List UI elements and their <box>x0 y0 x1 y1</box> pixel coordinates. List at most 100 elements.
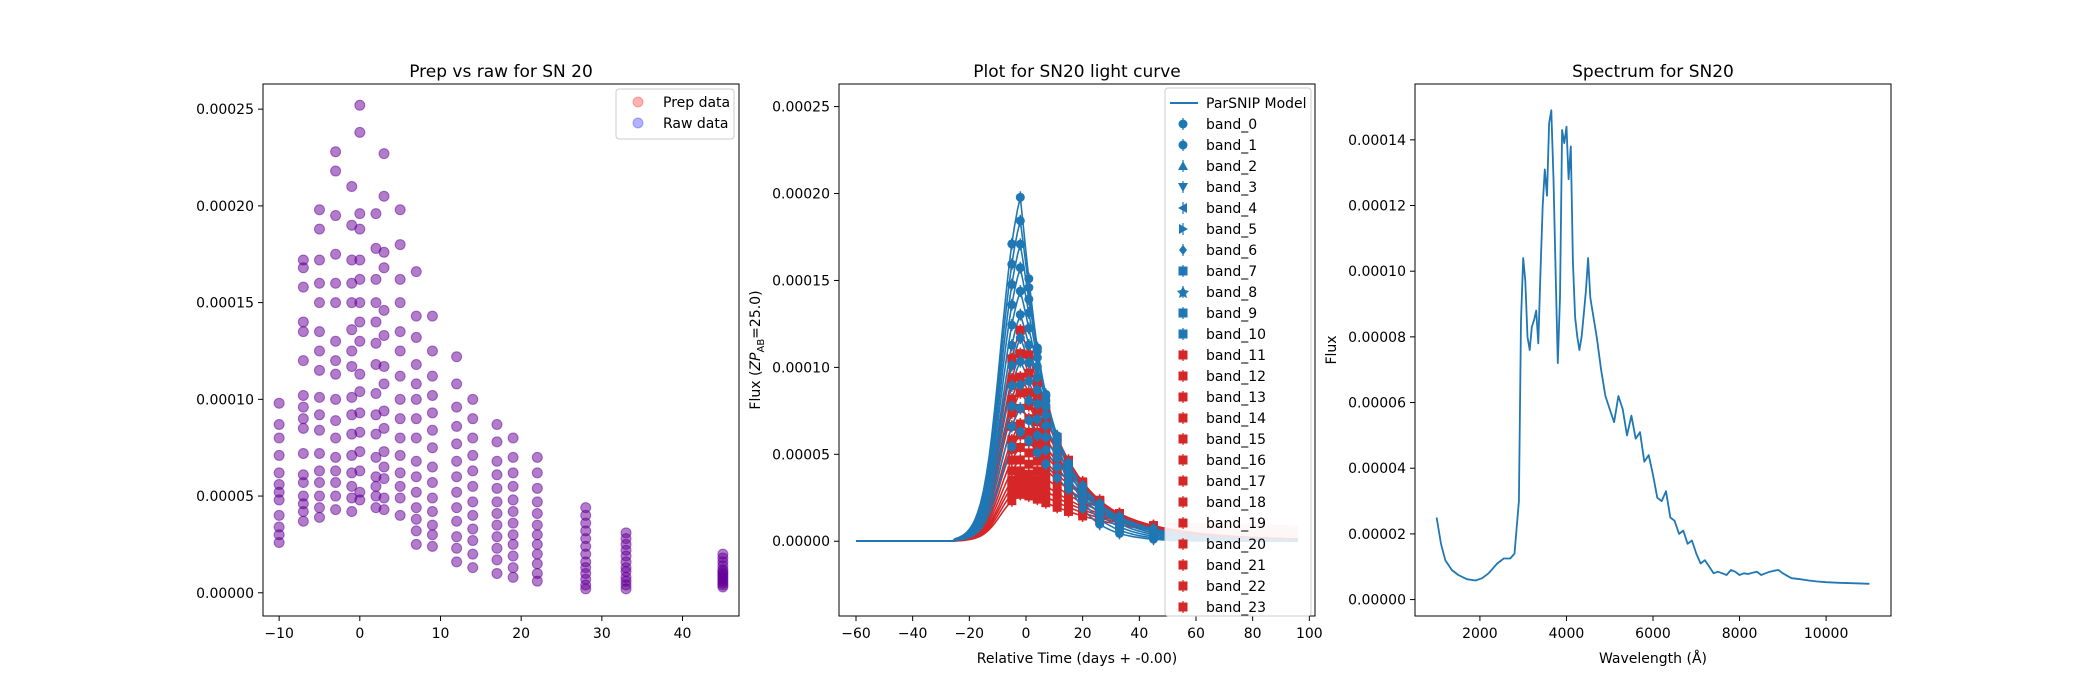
prep-point <box>354 254 366 266</box>
raw-point <box>354 273 366 285</box>
blue-band-point <box>1064 476 1073 486</box>
raw-point <box>330 368 342 380</box>
raw-point <box>330 277 342 289</box>
raw-point <box>426 424 438 436</box>
scatter-ticks: −10 0 10 20 30 40 0.00000 0.00005 0.00010 0.00015… <box>196 102 691 642</box>
blue-band-point <box>1015 380 1025 390</box>
raw-point <box>346 297 358 309</box>
spectrum-xtick-label: 6000 <box>1635 626 1671 642</box>
prep-point <box>507 538 519 550</box>
raw-point <box>467 480 479 492</box>
prep-point <box>467 480 479 492</box>
lightcurve-ylabel: Flux (ZPAB=25.0) <box>748 290 767 409</box>
legend-label: band_3 <box>1206 180 1257 196</box>
raw-point <box>580 533 592 545</box>
prep-point <box>717 566 729 578</box>
prep-point <box>346 219 358 231</box>
blue-band-point <box>1032 346 1042 356</box>
raw-point <box>491 519 503 531</box>
raw-point <box>491 436 503 448</box>
raw-point <box>467 535 479 547</box>
prep-point <box>507 562 519 574</box>
raw-point <box>394 345 406 357</box>
prep-point <box>410 502 422 514</box>
prep-point <box>491 519 503 531</box>
red-band-point <box>1078 511 1088 521</box>
raw-point <box>297 389 309 401</box>
prep-point <box>410 413 422 425</box>
prep-point <box>531 519 543 531</box>
prep-point <box>297 490 309 502</box>
raw-point <box>580 548 592 560</box>
raw-point <box>378 378 390 390</box>
prep-point <box>370 208 382 220</box>
blue-band-point <box>1024 415 1034 425</box>
prep-point <box>410 455 422 467</box>
prep-point <box>531 575 543 587</box>
prep-point <box>297 281 309 293</box>
spectrum-xtick-label: 4000 <box>1549 626 1585 642</box>
red-band-point <box>1007 489 1017 499</box>
blue-band-point <box>1015 286 1025 296</box>
blue-band-point <box>1078 496 1088 506</box>
prep-point <box>620 579 632 591</box>
spectrum-ylabel: Flux <box>1324 335 1340 364</box>
prep-point <box>580 567 592 579</box>
prep-point <box>410 471 422 483</box>
raw-point <box>330 297 342 309</box>
prep-point <box>410 331 422 343</box>
raw-point <box>354 426 366 438</box>
red-band-point <box>1015 482 1025 492</box>
prep-point <box>273 486 285 498</box>
raw-point <box>394 204 406 216</box>
raw-point <box>451 351 463 363</box>
raw-point <box>370 471 382 483</box>
prep-point <box>507 529 519 541</box>
spectrum-ytick-label: 0.00000 <box>1348 593 1406 609</box>
scatter-ytick-label: 0.00005 <box>196 489 254 505</box>
raw-point <box>531 529 543 541</box>
prep-point <box>297 498 309 510</box>
prep-point <box>330 393 342 405</box>
red-band-point <box>1015 466 1025 476</box>
legend-label: band_6 <box>1206 243 1257 259</box>
raw-point <box>354 386 366 398</box>
spectrum-xlabel: Wavelength (Å) <box>1599 650 1707 667</box>
prep-point <box>620 550 632 562</box>
raw-point <box>451 378 463 390</box>
prep-point <box>531 507 543 519</box>
raw-point <box>394 509 406 521</box>
blue-band-point <box>1149 525 1158 535</box>
raw-point <box>717 573 729 585</box>
scatter-xtick-label: 20 <box>512 626 530 642</box>
red-band-point <box>1007 394 1017 404</box>
prep-point <box>451 556 463 568</box>
raw-point <box>507 467 519 479</box>
prep-point <box>330 210 342 222</box>
prep-point <box>531 451 543 463</box>
prep-point <box>467 535 479 547</box>
raw-point <box>620 544 632 556</box>
prep-point <box>273 432 285 444</box>
raw-point <box>491 469 503 481</box>
raw-point <box>467 465 479 477</box>
prep-point <box>717 556 729 568</box>
raw-point <box>346 428 358 440</box>
raw-point <box>531 451 543 463</box>
prep-point <box>354 407 366 419</box>
blue-band-point <box>1115 515 1124 525</box>
raw-point <box>394 432 406 444</box>
scatter-axes-frame <box>262 83 740 617</box>
blue-band-point <box>1041 395 1051 405</box>
raw-point <box>410 393 422 405</box>
prep-point <box>507 571 519 583</box>
blue-band-point <box>1064 484 1073 494</box>
prep-point <box>370 273 382 285</box>
legend-label: band_13 <box>1206 390 1266 406</box>
raw-point <box>451 455 463 467</box>
raw-point <box>410 455 422 467</box>
prep-point <box>507 451 519 463</box>
prep-point <box>394 239 406 251</box>
raw-point <box>451 471 463 483</box>
prep-point <box>467 523 479 535</box>
